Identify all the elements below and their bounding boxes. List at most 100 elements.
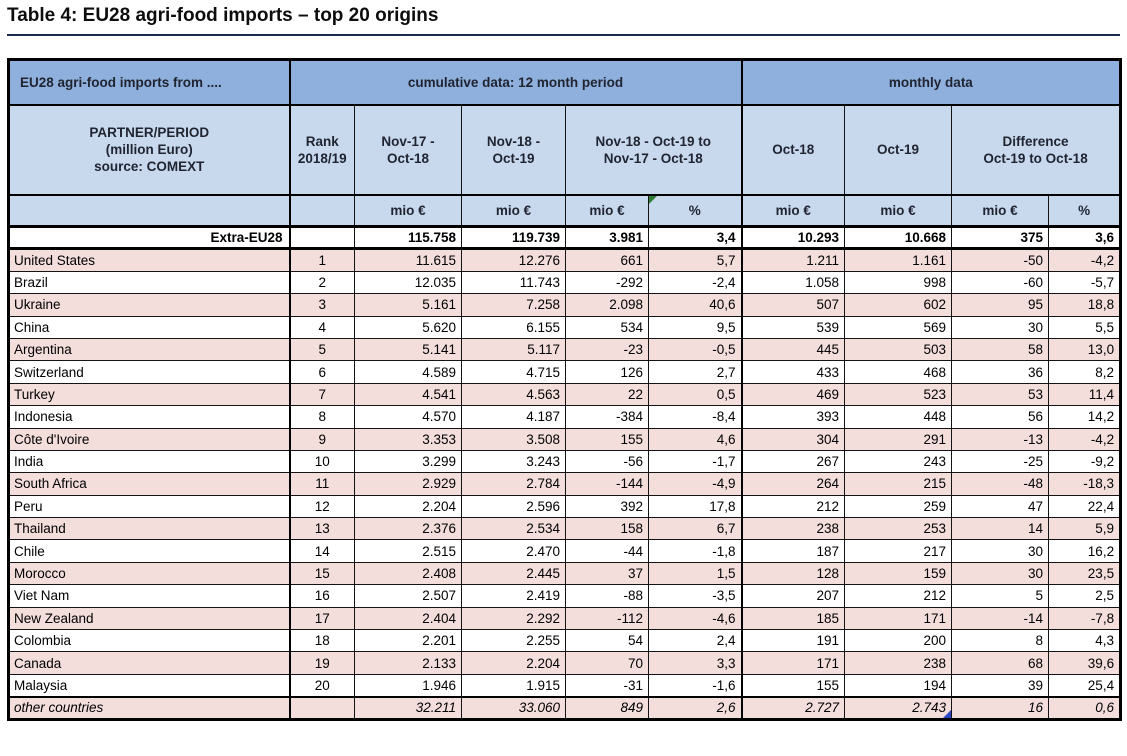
monthly-prev-header: Oct-18 [740,104,846,196]
value-cell: -56 [565,449,649,474]
value-cell: 2.204 [461,651,566,675]
value-cell: -384 [565,405,649,429]
value-cell: 8 [951,629,1050,653]
value-cell: 3.981 [565,225,649,251]
value-cell: -3,5 [647,584,743,608]
table-row: other countries 32.211 33.060 849 2,6 2.727 2.… [8,695,1122,720]
value-cell: -44 [565,539,649,563]
monthly-diff-header: Difference Oct-19 to Oct-18 [951,104,1122,196]
value-cell: 1.915 [461,673,566,698]
table-row: Turkey 7 4.541 4.563 22 0,5 469 523 53 11,4 [8,382,1122,407]
value-cell: 22 [565,382,649,407]
partner-period-header: PARTNER/PERIOD (million Euro) source: CO… [8,104,290,196]
value-cell: 185 [740,606,846,631]
value-cell: 5.141 [354,337,462,362]
rank-cell: 7 [288,382,355,407]
value-cell: 207 [740,584,846,608]
value-cell: 2,7 [647,360,743,384]
value-cell: -14 [951,606,1050,631]
value-cell: 7.258 [461,293,566,317]
value-cell: 523 [844,382,953,407]
value-cell: 11.743 [461,270,566,295]
value-cell: 2.255 [461,629,566,653]
value-cell: 2.419 [461,584,566,608]
value-cell: 5 [951,584,1050,608]
value-cell: 375 [951,225,1050,251]
value-cell: 2.445 [461,561,566,586]
cumulative-prev-header: Nov-17 - Oct-18 [354,104,462,196]
value-cell: 37 [565,561,649,586]
value-cell: -5,7 [1048,270,1122,295]
value-cell: 11.615 [354,248,462,272]
table-row: India 10 3.299 3.243 -56 -1,7 267 243 -25 -9,2 [8,449,1122,474]
value-cell: 14,2 [1048,405,1122,429]
value-cell: 5.620 [354,315,462,339]
value-cell: 4.563 [461,382,566,407]
rank-cell: 15 [288,561,355,586]
rank-cell: 17 [288,606,355,631]
value-cell: 40,6 [647,293,743,317]
value-cell: 602 [844,293,953,317]
value-cell: 16,2 [1048,539,1122,563]
rank-header: Rank 2018/19 [288,104,355,196]
rank-cell: 14 [288,539,355,563]
rank-cell: 2 [288,270,355,295]
value-cell: -144 [565,472,649,496]
value-cell: -4,9 [647,472,743,496]
value-cell: 95 [951,293,1050,317]
country-cell: Morocco [8,561,290,586]
value-cell: 0,5 [647,382,743,407]
unit-cell-pct: % [647,194,743,228]
country-cell: Ukraine [8,293,290,317]
value-cell: 433 [740,360,846,384]
value-cell: 2.743 [844,695,953,720]
corner-header: EU28 agri-food imports from .... [8,59,290,106]
table-row: Indonesia 8 4.570 4.187 -384 -8,4 393 448 56 14,2 [8,405,1122,429]
country-cell: Colombia [8,629,290,653]
rank-cell: 3 [288,293,355,317]
table-row: United States 1 11.615 12.276 661 5,7 1.211 1.1… [8,248,1122,272]
value-cell: 187 [740,539,846,563]
value-cell: 5.161 [354,293,462,317]
table-row: Malaysia 20 1.946 1.915 -31 -1,6 155 194 39 25,4 [8,673,1122,698]
value-cell: 39 [951,673,1050,698]
value-cell: -4,2 [1048,427,1122,451]
unit-cell: mio € [565,194,649,228]
rank-cell: 19 [288,651,355,675]
value-cell: 1.211 [740,248,846,272]
value-cell: 2.534 [461,517,566,541]
value-cell: 200 [844,629,953,653]
value-cell: -31 [565,673,649,698]
value-cell: -4,2 [1048,248,1122,272]
value-cell: 2.133 [354,651,462,675]
value-cell: 534 [565,315,649,339]
value-cell: -9,2 [1048,449,1122,474]
table-row: Ukraine 3 5.161 7.258 2.098 40,6 507 602 95 18,8 [8,293,1122,317]
country-cell: Switzerland [8,360,290,384]
unit-cell-pct: % [1048,194,1122,228]
value-cell: 4.715 [461,360,566,384]
value-cell: 4.187 [461,405,566,429]
value-cell: 39,6 [1048,651,1122,675]
value-cell: 2.596 [461,494,566,519]
country-cell: Canada [8,651,290,675]
value-cell: -292 [565,270,649,295]
table-title: Table 4: EU28 agri-food imports – top 20… [7,4,1120,36]
value-cell: -4,6 [647,606,743,631]
value-cell: 267 [740,449,846,474]
value-cell: 2.292 [461,606,566,631]
table-row: Chile 14 2.515 2.470 -44 -1,8 187 217 30 16,2 [8,539,1122,563]
value-cell: 2.470 [461,539,566,563]
value-cell: 217 [844,539,953,563]
value-cell: 2.929 [354,472,462,496]
value-cell: 191 [740,629,846,653]
value-cell: 68 [951,651,1050,675]
value-cell: 4,3 [1048,629,1122,653]
value-cell: 30 [951,539,1050,563]
value-cell: 115.758 [354,225,462,251]
value-cell: 392 [565,494,649,519]
value-cell: -50 [951,248,1050,272]
rank-cell: 13 [288,517,355,541]
value-cell: 4.570 [354,405,462,429]
